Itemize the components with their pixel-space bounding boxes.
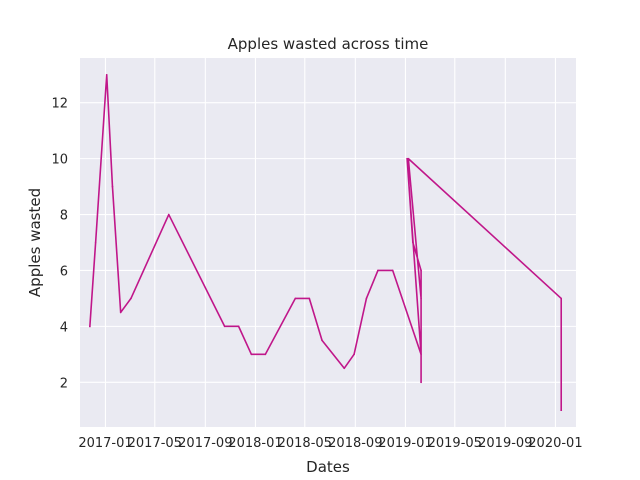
x-tick-label: 2017-01 <box>78 436 132 451</box>
data-point <box>407 157 410 160</box>
y-tick-label: 8 <box>60 209 68 224</box>
y-tick-label: 12 <box>51 97 68 112</box>
data-point <box>343 367 346 370</box>
data-point <box>406 157 408 160</box>
chart-title: Apples wasted across time <box>228 35 429 53</box>
x-tick-label: 2019-01 <box>378 436 432 451</box>
data-point <box>308 297 311 300</box>
data-point <box>377 269 379 272</box>
x-tick-label: 2017-09 <box>178 436 232 451</box>
y-axis: 2 4 6 8 10 12 <box>51 97 68 392</box>
data-point <box>420 353 422 356</box>
data-point <box>412 241 414 244</box>
data-point <box>391 269 394 272</box>
data-point <box>130 297 132 300</box>
x-tick-label: 2019-09 <box>478 436 532 451</box>
x-axis-label: Dates <box>306 458 350 476</box>
x-tick-label: 2017-05 <box>128 436 182 451</box>
y-axis-label: Apples wasted <box>26 188 44 297</box>
data-point <box>264 353 267 356</box>
data-point <box>420 381 422 384</box>
data-point <box>294 297 297 300</box>
data-point <box>250 353 253 356</box>
data-point <box>321 339 323 342</box>
data-point <box>167 213 170 216</box>
x-tick-label: 2018-05 <box>278 436 332 451</box>
data-point <box>119 311 122 314</box>
data-point <box>560 409 563 412</box>
x-axis: 2017-012017-052017-092018-012018-052018-… <box>78 436 582 451</box>
data-point <box>560 297 563 300</box>
data-point <box>353 353 355 356</box>
x-tick-label: 2019-05 <box>428 436 482 451</box>
x-tick-label: 2020-01 <box>528 436 582 451</box>
data-point <box>94 241 97 244</box>
x-tick-label: 2018-01 <box>228 436 282 451</box>
data-point <box>420 269 422 272</box>
series-line <box>89 73 563 412</box>
data-point <box>365 297 368 300</box>
data-point <box>237 325 240 328</box>
grid <box>80 58 576 427</box>
x-tick-label: 2018-09 <box>328 436 382 451</box>
data-point <box>89 325 91 328</box>
data-point <box>105 73 108 76</box>
y-tick-label: 4 <box>60 320 68 335</box>
y-tick-label: 2 <box>60 376 68 391</box>
plot-area <box>80 58 576 427</box>
data-point <box>111 185 114 188</box>
y-tick-label: 10 <box>51 153 68 168</box>
series <box>89 73 563 412</box>
data-point <box>223 325 226 328</box>
y-tick-label: 6 <box>60 264 68 279</box>
data-point <box>420 297 422 300</box>
